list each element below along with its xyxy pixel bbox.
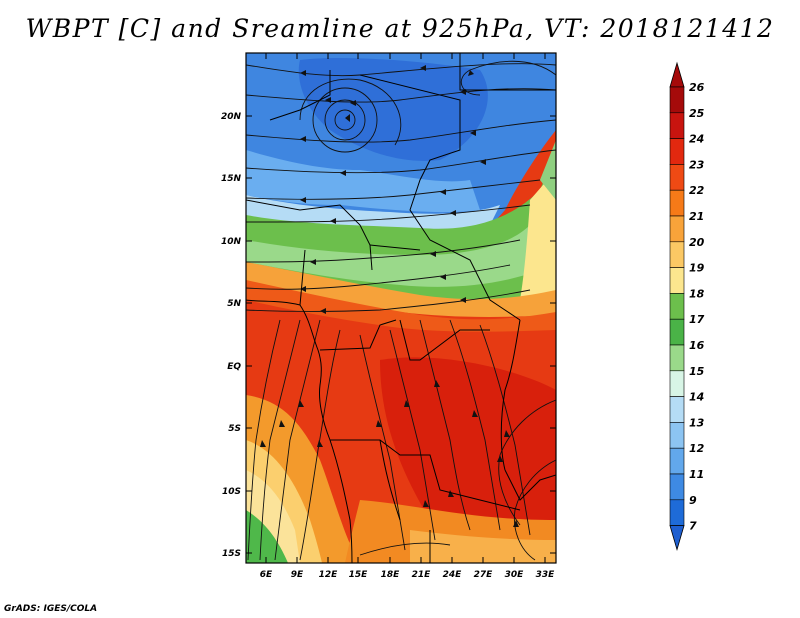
colorbar-swatch (669, 293, 685, 320)
map-frame (245, 52, 557, 564)
map-title: WBPT [C] and Sreamline at 925hPa, VT: 20… (25, 14, 775, 43)
lat-label: 20N (221, 112, 242, 122)
colorbar-swatch (669, 447, 685, 475)
colorbar-swatch (669, 318, 685, 346)
country-borders (246, 53, 556, 563)
colorbar-label: 15 (689, 365, 705, 378)
credit-text: GrADS: IGES/COLA (4, 604, 98, 614)
colorbar-swatch (669, 112, 685, 139)
colorbar-label: 19 (689, 262, 705, 275)
lat-label: 15N (221, 174, 242, 184)
colorbar-label: 23 (689, 158, 705, 171)
lat-label: 10S (222, 487, 241, 497)
lon-label: 6E (260, 570, 273, 580)
latitude-axis: 20N 15N 10N 5N EQ 5S 10S 15S (221, 112, 556, 559)
streamline-arrows (260, 65, 519, 527)
lon-label: 9E (291, 570, 304, 580)
lat-label: 5S (228, 424, 241, 434)
lat-label: 10N (221, 237, 242, 247)
lat-label: EQ (227, 362, 241, 372)
colorbar-swatch (669, 86, 685, 114)
colorbar-label: 24 (689, 133, 704, 146)
colorbar-swatch (669, 164, 685, 191)
colorbar-label: 14 (689, 391, 704, 404)
lon-label: 15E (349, 570, 369, 580)
colorbar-label: 22 (689, 184, 705, 197)
colorbar-swatch (669, 241, 685, 268)
colorbar-swatch (669, 344, 685, 372)
colorbar-label: 7 (689, 520, 697, 533)
colorbar-label: 18 (689, 287, 705, 300)
colorbar-swatch (669, 267, 685, 294)
colorbar-swatch (669, 473, 685, 501)
colorbar-label: 20 (689, 236, 705, 249)
colorbar-label: 12 (689, 442, 705, 455)
colorbar-label: 16 (689, 339, 705, 352)
lon-label: 27E (474, 570, 494, 580)
colorbar-swatch (669, 422, 685, 449)
colorbar-swatch (669, 215, 685, 243)
longitude-axis: 6E 9E 12E 15E 18E 21E 24E 27E 30E 33E (260, 53, 555, 580)
colorbar-label: 25 (689, 107, 705, 120)
lon-label: 24E (443, 570, 463, 580)
colorbar-label: 26 (689, 81, 705, 94)
lon-label: 33E (536, 570, 556, 580)
colorbar-swatch (669, 396, 685, 423)
lon-label: 12E (319, 570, 339, 580)
colorbar-label: 13 (689, 416, 705, 429)
lon-label: 30E (505, 570, 525, 580)
colorbar-swatch (669, 370, 685, 397)
lon-label: 18E (381, 570, 401, 580)
lat-label: 5N (227, 299, 241, 309)
lon-label: 21E (412, 570, 432, 580)
streamlines (246, 60, 556, 561)
colorbar-label: 21 (689, 210, 704, 223)
colorbar-swatch (669, 138, 685, 165)
colorbar-label: 11 (689, 468, 704, 481)
colorbar-bottom-arrow (669, 525, 685, 552)
colorbar-swatch (669, 499, 685, 526)
colorbar-label: 17 (689, 313, 705, 326)
colorbar-label: 9 (689, 494, 697, 507)
colorbar: 26 25 24 23 22 21 20 19 18 17 16 15 14 13 12 11 9 7 (669, 61, 705, 552)
lat-label: 15S (222, 549, 241, 559)
colorbar-top-arrow (669, 61, 685, 88)
colorbar-swatch (669, 189, 685, 217)
